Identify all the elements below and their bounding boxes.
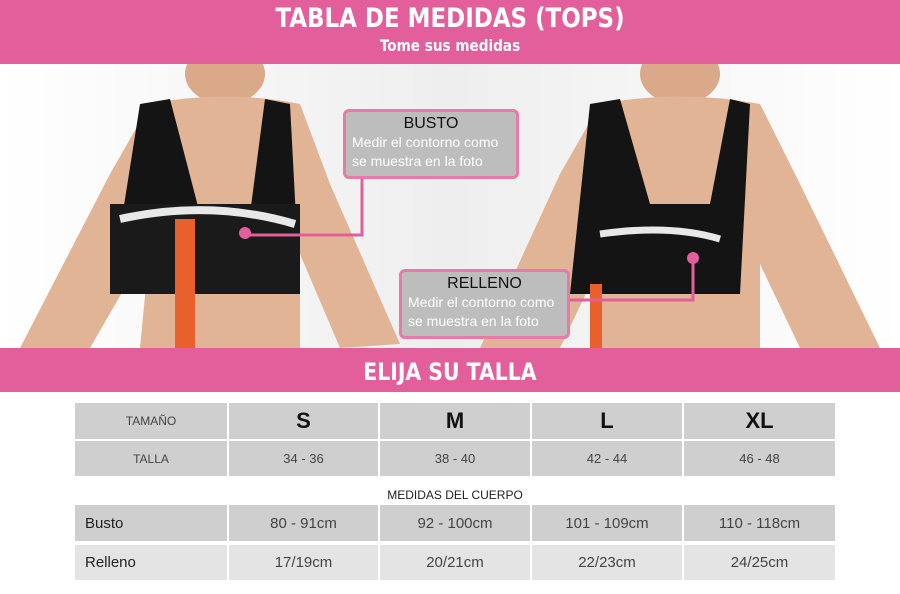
measurement-photo: BUSTO Medir el contorno como se muestra … bbox=[0, 64, 900, 348]
models-illustration bbox=[20, 64, 880, 348]
callout-title: RELLENO bbox=[447, 275, 522, 292]
size-row-cell: XL bbox=[684, 403, 835, 439]
relleno-pointer-line bbox=[569, 258, 695, 302]
relleno-row-label: Relleno bbox=[75, 545, 227, 580]
relleno-row-cell: 24/25cm bbox=[684, 545, 835, 580]
busto-row-cell: 80 - 91cm bbox=[229, 505, 378, 541]
busto-callout: BUSTO Medir el contorno como se muestra … bbox=[343, 109, 519, 179]
size-row-cell: S bbox=[229, 403, 378, 439]
busto-row-cell: 101 - 109cm bbox=[532, 505, 682, 541]
talla-row-cell: 42 - 44 bbox=[532, 441, 682, 476]
busto-row-cell: 92 - 100cm bbox=[380, 505, 530, 541]
callout-text: Medir el contorno como bbox=[352, 134, 499, 150]
busto-row-cell: 110 - 118cm bbox=[684, 505, 835, 541]
model-right bbox=[480, 64, 880, 348]
talla-row-label: TALLA bbox=[75, 441, 227, 476]
header: TABLA DE MEDIDAS (TOPS) Tome sus medidas bbox=[0, 0, 900, 64]
callout-text: Medir el contorno como bbox=[408, 294, 555, 310]
page-title: TABLA DE MEDIDAS (TOPS) bbox=[275, 3, 625, 34]
section-title: ELIJA SU TALLA bbox=[363, 358, 537, 386]
section-label: MEDIDAS DEL CUERPO bbox=[387, 488, 523, 502]
callout-text: se muestra en la foto bbox=[408, 313, 539, 329]
busto-pointer-dot bbox=[239, 227, 251, 239]
talla-row-cell: 34 - 36 bbox=[229, 441, 378, 476]
page-subtitle: Tome sus medidas bbox=[379, 36, 521, 55]
callout-title: BUSTO bbox=[403, 115, 459, 132]
relleno-row-cell: 22/23cm bbox=[532, 545, 682, 580]
size-row-cell: M bbox=[380, 403, 530, 439]
relleno-callout: RELLENO Medir el contorno como se muestr… bbox=[399, 269, 570, 339]
size-row-label: TAMAÑO bbox=[75, 403, 227, 439]
busto-row-label: Busto bbox=[75, 505, 227, 541]
model-left bbox=[20, 64, 400, 348]
talla-row-cell: 46 - 48 bbox=[684, 441, 835, 476]
busto-pointer-line bbox=[245, 178, 364, 237]
size-row-cell: L bbox=[532, 403, 682, 439]
talla-row-cell: 38 - 40 bbox=[380, 441, 530, 476]
relleno-pointer-dot bbox=[687, 252, 699, 264]
relleno-row-cell: 17/19cm bbox=[229, 545, 378, 580]
callout-text: se muestra en la foto bbox=[352, 153, 483, 169]
relleno-row-cell: 20/21cm bbox=[380, 545, 530, 580]
section-band: ELIJA SU TALLA bbox=[0, 348, 900, 392]
